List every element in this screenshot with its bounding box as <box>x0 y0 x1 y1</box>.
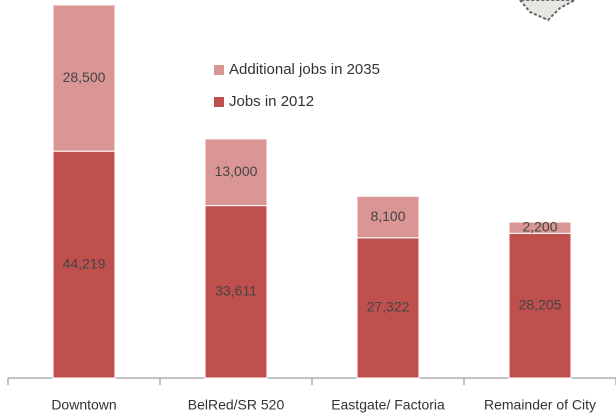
data-label: 2,200 <box>522 218 557 234</box>
legend-swatch <box>214 65 224 75</box>
bar-segment <box>356 195 420 239</box>
data-label: 8,100 <box>370 208 405 224</box>
bar-segment <box>508 232 572 379</box>
data-label: 27,322 <box>367 299 410 315</box>
bar-segment <box>508 221 572 234</box>
legend-label: Jobs in 2012 <box>229 93 314 110</box>
legend-swatch <box>214 97 224 107</box>
data-label: 44,219 <box>63 255 106 271</box>
data-label: 28,500 <box>63 69 106 85</box>
map-fragment <box>518 0 576 22</box>
x-tick-label: Remainder of City <box>484 397 596 413</box>
bar-segment <box>204 138 268 207</box>
bar-segment <box>52 150 116 379</box>
data-label: 28,205 <box>519 296 562 312</box>
legend-label: Additional jobs in 2035 <box>229 61 380 78</box>
x-tick-label: Downtown <box>51 397 116 413</box>
data-label: 33,611 <box>215 283 257 299</box>
x-tick-label: Eastgate/ Factoria <box>331 397 445 413</box>
x-tick-label: BelRed/SR 520 <box>188 397 285 413</box>
data-label: 13,000 <box>215 163 258 179</box>
bar-segment <box>52 4 116 152</box>
